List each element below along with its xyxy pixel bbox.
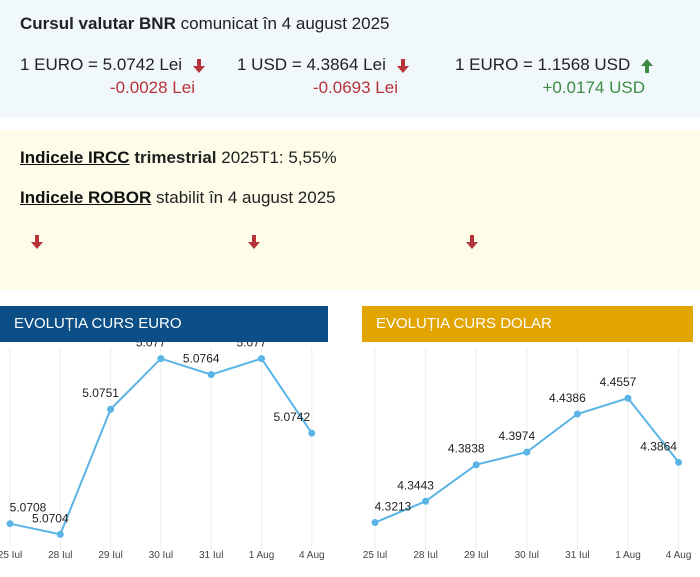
- data-label: 5.0751: [82, 386, 119, 400]
- chart-header: EVOLUȚIA CURS DOLAR: [362, 306, 693, 342]
- chart: 25 Iul 28 Iul 29 Iul 30 Iul 31 Iul 1 Aug 4 Aug…: [363, 347, 692, 561]
- x-tick-label: 25 Iul: [0, 550, 22, 561]
- data-label: 5.0742: [273, 410, 310, 424]
- chart-header: EVOLUȚIA CURS EURO: [0, 306, 328, 342]
- x-tick-label: 31 Iul: [565, 550, 589, 561]
- arrow-shape: [248, 235, 260, 249]
- data-label: 4.4557: [600, 375, 637, 389]
- item-change: +0.0174 USD: [542, 78, 645, 97]
- item-label: 1 EURO = 5.0742 Lei: [20, 55, 183, 74]
- x-tick-label: 28 Iul: [48, 550, 72, 561]
- point: [56, 530, 64, 538]
- point: [472, 461, 480, 469]
- x-tick-label: 29 Iul: [464, 550, 488, 561]
- point: [6, 520, 14, 528]
- item-change: -0.0028 Lei: [109, 78, 195, 97]
- arrow-shape: [466, 235, 478, 249]
- point: [675, 458, 683, 466]
- x-tick-label: 29 Iul: [98, 550, 122, 561]
- data-label: 5.077: [236, 342, 266, 350]
- data-label: 5.0764: [183, 352, 220, 366]
- data-label: 5.077: [136, 342, 166, 350]
- ircc: Indicele IRCC trimestrial 2025T1: 5,55%: [20, 148, 337, 168]
- robor-link[interactable]: Indicele ROBOR: [20, 188, 152, 207]
- x-tick-label: 30 Iul: [149, 550, 173, 561]
- chart: 25 Iul 28 Iul 29 Iul 30 Iul 31 Iul 1 Aug 4 Aug…: [0, 342, 325, 561]
- data-label: 5.0708: [10, 501, 47, 515]
- x-tick-label: 28 Iul: [413, 550, 437, 561]
- data-label: 4.3838: [448, 442, 485, 456]
- arrow-shape: [397, 59, 409, 73]
- trend-arrow: [193, 59, 205, 73]
- point: [624, 394, 632, 402]
- point: [523, 448, 531, 456]
- data-label: 5.0704: [32, 511, 69, 525]
- data-label: 4.3974: [498, 429, 535, 443]
- point: [308, 429, 316, 437]
- title-bold: Cursul valutar BNR: [20, 14, 176, 33]
- ircc-link[interactable]: Indicele IRCC: [20, 148, 130, 167]
- point: [207, 371, 215, 379]
- trend-arrow: [248, 235, 260, 249]
- ircc-bold: trimestrial: [134, 148, 217, 167]
- title-rest: comunicat în 4 august 2025: [180, 14, 390, 33]
- x-tick-label: 1 Aug: [249, 550, 275, 561]
- trend-arrow: [397, 59, 409, 73]
- arrow-shape: [31, 235, 43, 249]
- point: [371, 519, 379, 527]
- trend-arrow: [31, 235, 43, 249]
- x-tick-label: 4 Aug: [299, 550, 325, 561]
- title: Cursul valutar BNR comunicat în 4 august…: [20, 14, 389, 34]
- point: [157, 355, 165, 363]
- point: [258, 355, 265, 363]
- item-label: 1 USD = 4.3864 Lei: [237, 55, 386, 74]
- point: [422, 497, 430, 505]
- data-label: 4.3213: [375, 500, 412, 514]
- data-label: 4.4386: [549, 391, 586, 405]
- item-label: 1 EURO = 1.1568 USD: [455, 55, 631, 74]
- point: [573, 410, 581, 418]
- x-tick-label: 30 Iul: [515, 550, 539, 561]
- robor: Indicele ROBOR stabilit în 4 august 2025: [20, 188, 336, 208]
- ircc-text: 2025T1: 5,55%: [221, 148, 337, 167]
- arrow-shape: [193, 59, 205, 73]
- x-tick-label: 25 Iul: [363, 550, 387, 561]
- x-tick-label: 31 Iul: [199, 550, 223, 561]
- index-box: Indicele IRCC trimestrial 2025T1: 5,55% …: [0, 130, 700, 290]
- arrow-shape: [641, 59, 653, 73]
- rates-box: Cursul valutar BNR comunicat în 4 august…: [0, 0, 700, 118]
- x-tick-label: 4 Aug: [666, 550, 692, 561]
- point: [107, 405, 115, 413]
- robor-text: stabilit în 4 august 2025: [156, 188, 336, 207]
- x-tick-label: 1 Aug: [615, 550, 641, 561]
- data-label: 4.3864: [640, 439, 677, 453]
- trend-arrow: [641, 59, 653, 73]
- data-label: 4.3443: [397, 478, 434, 492]
- item-change: -0.0693 Lei: [312, 78, 398, 97]
- trend-arrow: [466, 235, 478, 249]
